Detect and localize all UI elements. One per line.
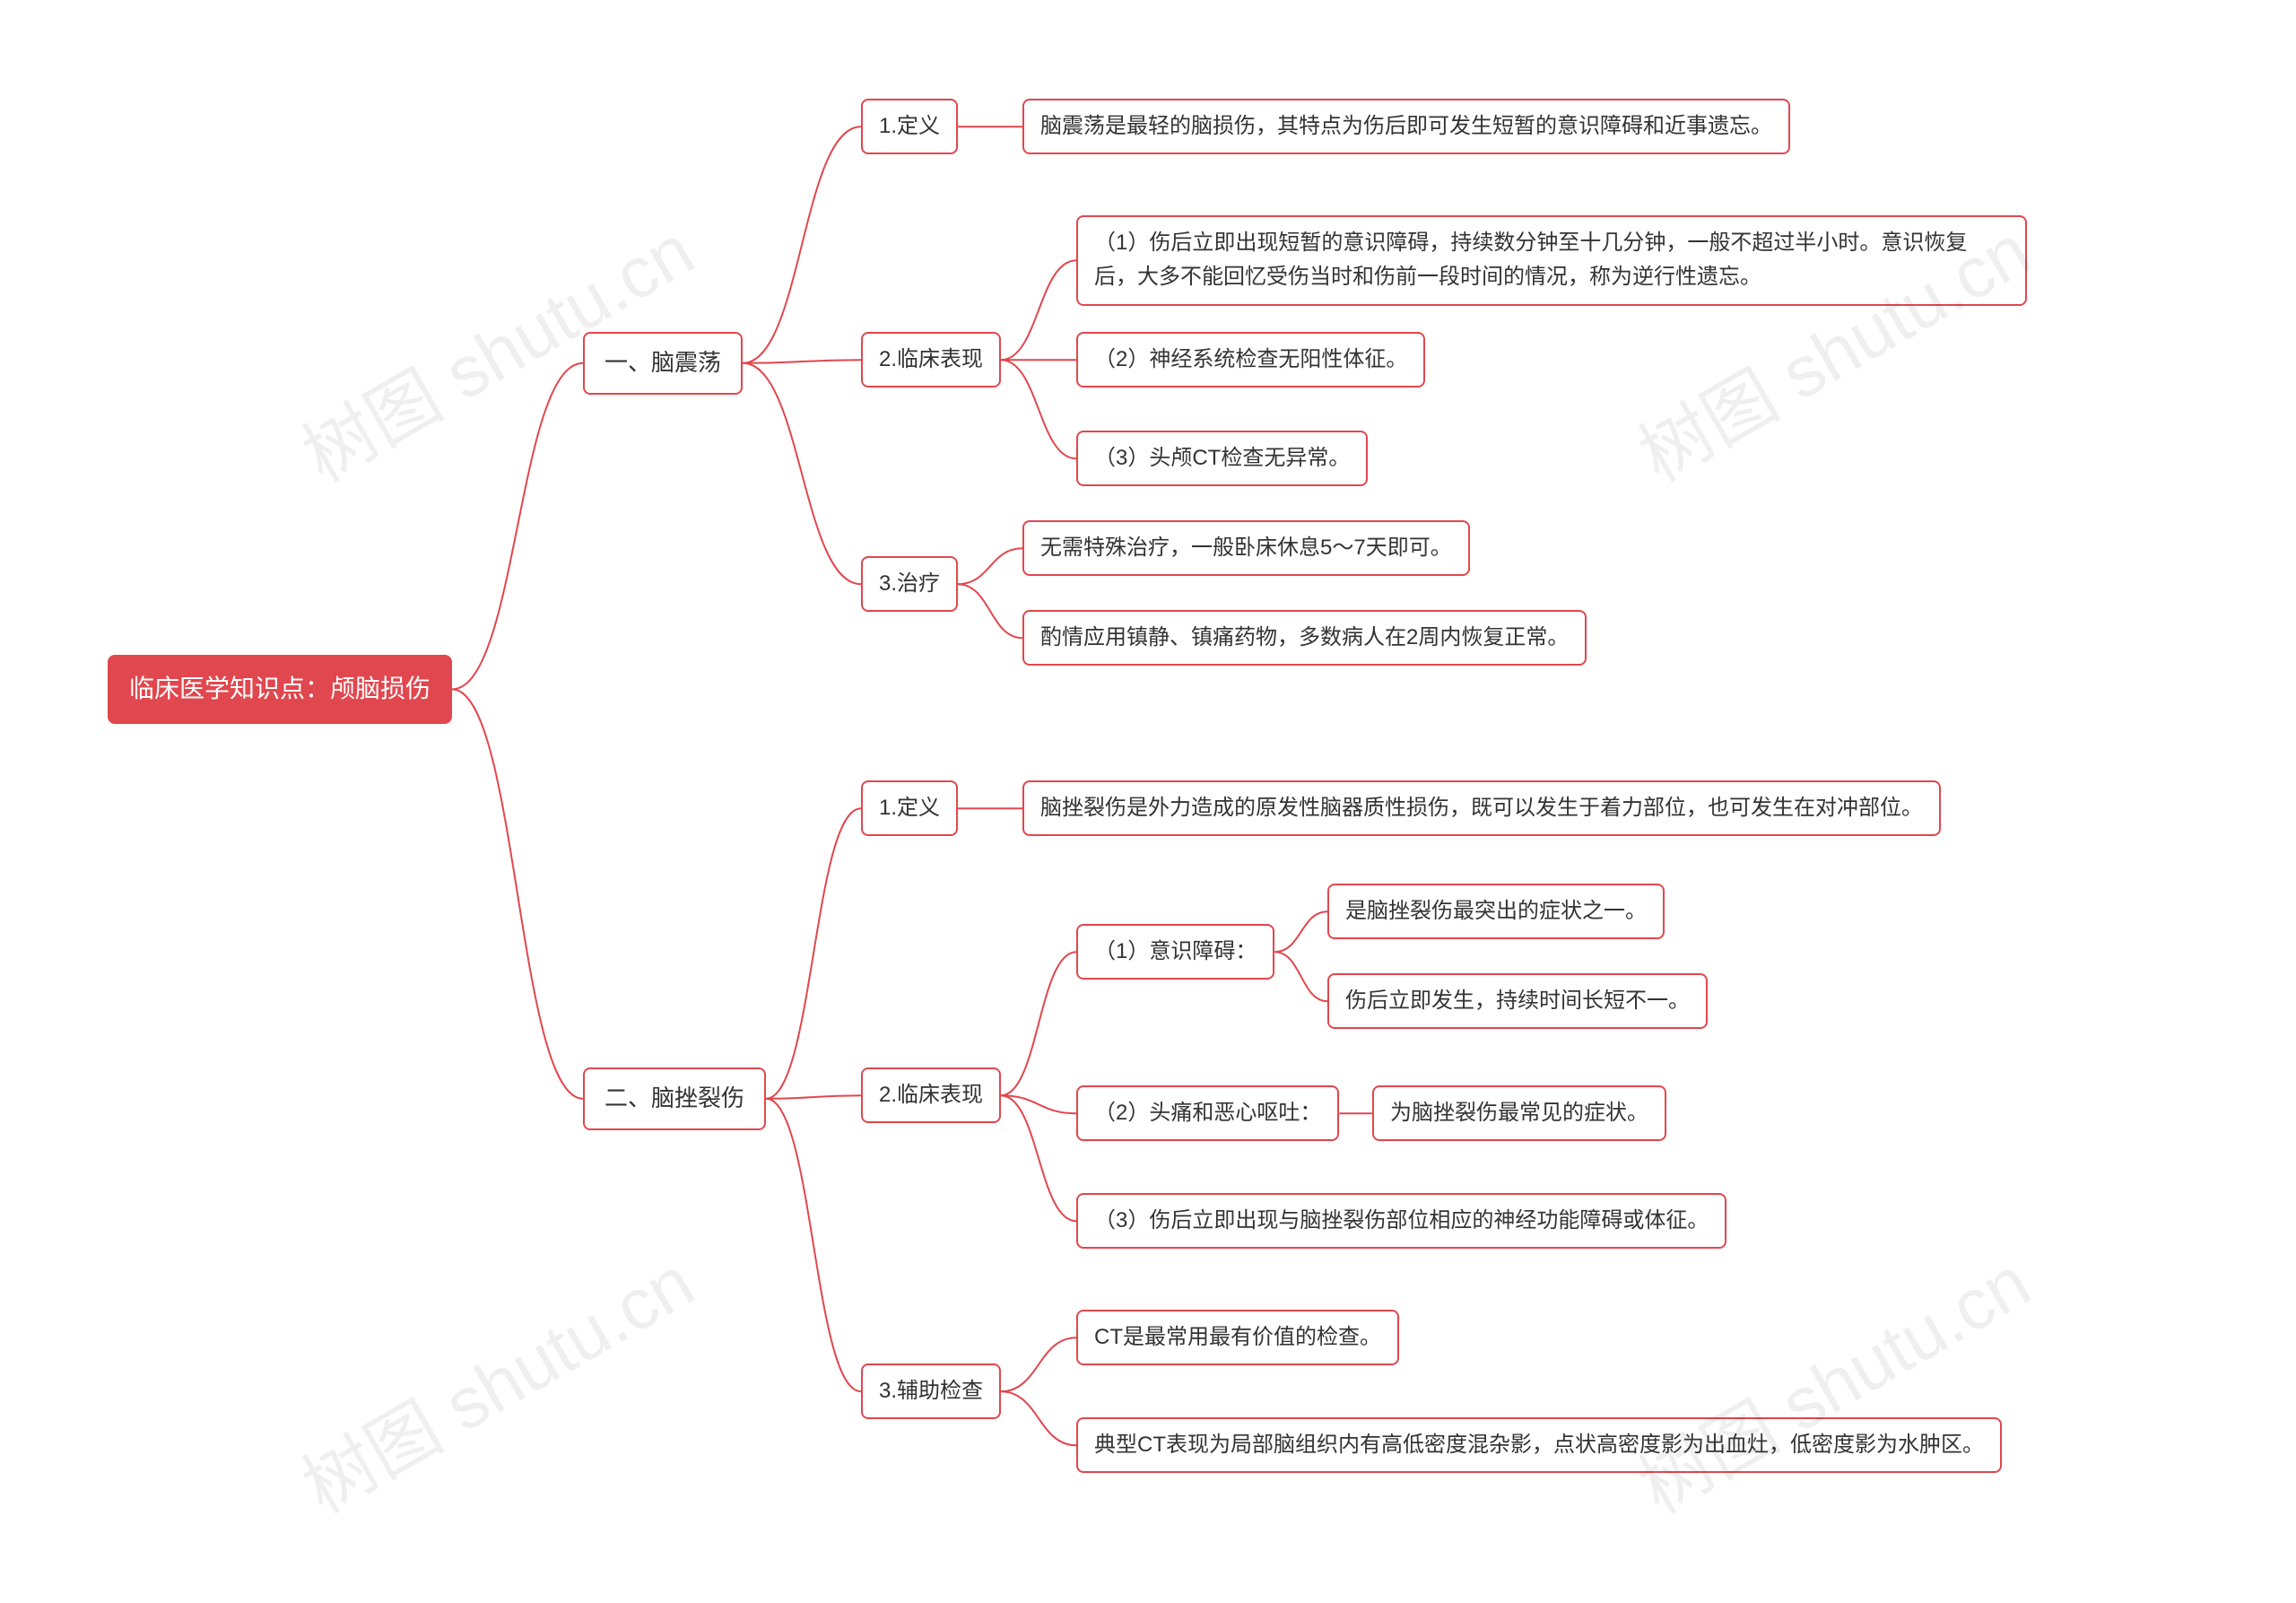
b1-treat-2: 酌情应用镇静、镇痛药物，多数病人在2周内恢复正常。 bbox=[1022, 610, 1587, 666]
b2-def: 1.定义 bbox=[861, 780, 958, 836]
watermark: 树图 shutu.cn bbox=[281, 1226, 709, 1534]
b1-clinical-3: （3）头颅CT检查无异常。 bbox=[1076, 431, 1368, 486]
b2-clinical-1b: 伤后立即发生，持续时间长短不一。 bbox=[1327, 973, 1708, 1029]
branch-1: 一、脑震荡 bbox=[583, 332, 743, 395]
b2-clinical-2a: 为脑挫裂伤最常见的症状。 bbox=[1372, 1085, 1666, 1141]
b2-aux-1: CT是最常用最有价值的检查。 bbox=[1076, 1310, 1399, 1365]
b2-clinical-1a: 是脑挫裂伤最突出的症状之一。 bbox=[1327, 884, 1665, 939]
watermark: 树图 shutu.cn bbox=[1617, 1226, 2046, 1534]
root-node: 临床医学知识点：颅脑损伤 bbox=[108, 655, 452, 724]
b2-def-leaf: 脑挫裂伤是外力造成的原发性脑器质性损伤，既可以发生于着力部位，也可发生在对冲部位… bbox=[1022, 780, 1941, 836]
b1-treat: 3.治疗 bbox=[861, 556, 958, 612]
b1-clinical: 2.临床表现 bbox=[861, 332, 1001, 388]
b2-clinical-2: （2）头痛和恶心呕吐： bbox=[1076, 1085, 1339, 1141]
b2-clinical-3: （3）伤后立即出现与脑挫裂伤部位相应的神经功能障碍或体征。 bbox=[1076, 1193, 1726, 1249]
b2-aux-2: 典型CT表现为局部脑组织内有高低密度混杂影，点状高密度影为出血灶，低密度影为水肿… bbox=[1076, 1417, 2002, 1473]
b1-clinical-1: （1）伤后立即出现短暂的意识障碍，持续数分钟至十几分钟，一般不超过半小时。意识恢… bbox=[1076, 215, 2027, 306]
b2-clinical: 2.临床表现 bbox=[861, 1067, 1001, 1123]
b2-clinical-1: （1）意识障碍： bbox=[1076, 924, 1274, 980]
b2-aux: 3.辅助检查 bbox=[861, 1363, 1001, 1419]
branch-2: 二、脑挫裂伤 bbox=[583, 1067, 766, 1130]
b1-treat-1: 无需特殊治疗，一般卧床休息5～7天即可。 bbox=[1022, 520, 1470, 576]
b1-def: 1.定义 bbox=[861, 99, 958, 154]
b1-def-leaf: 脑震荡是最轻的脑损伤，其特点为伤后即可发生短暂的意识障碍和近事遗忘。 bbox=[1022, 99, 1790, 154]
b1-clinical-2: （2）神经系统检查无阳性体征。 bbox=[1076, 332, 1425, 388]
